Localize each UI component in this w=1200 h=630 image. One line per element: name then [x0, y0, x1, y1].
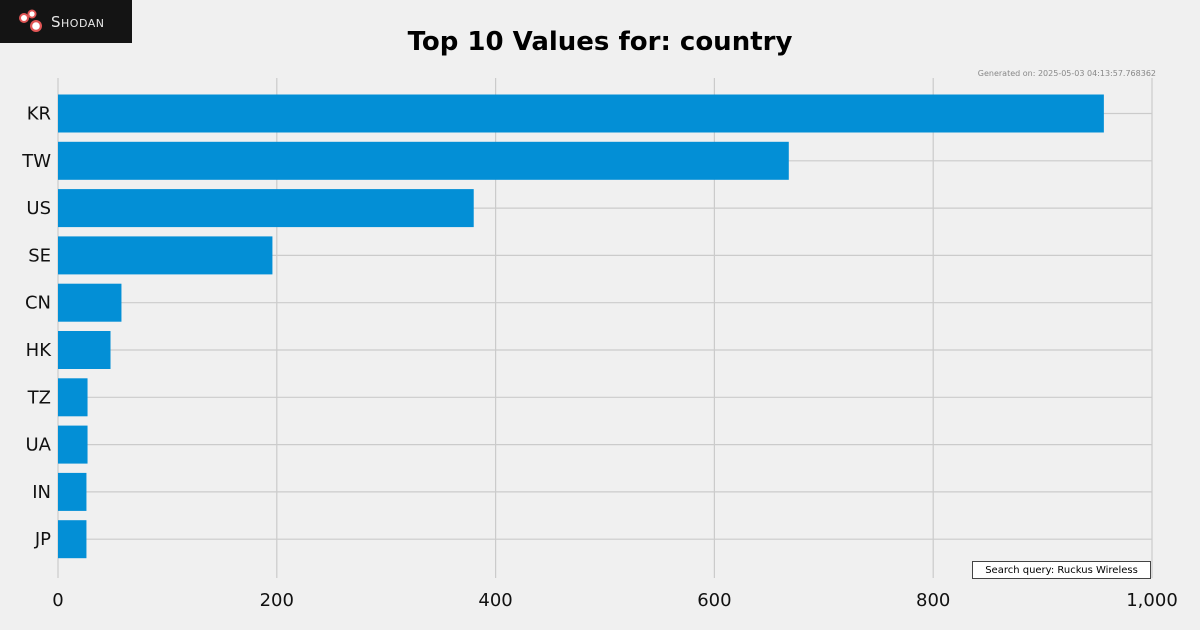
shodan-logo: Shodan — [0, 0, 132, 43]
y-tick-label: TW — [21, 151, 51, 172]
y-tick-label: JP — [34, 529, 51, 550]
y-tick-label: UA — [26, 435, 52, 456]
generated-timestamp: Generated on: 2025-05-03 04:13:57.768362 — [977, 69, 1156, 78]
y-tick-label: IN — [32, 482, 51, 503]
logo-text: Shodan — [51, 12, 105, 31]
bar-jp — [58, 520, 87, 559]
x-tick-label: 1,000 — [1126, 590, 1178, 611]
y-tick-label: KR — [27, 104, 51, 125]
chart-title: Top 10 Values for: country — [407, 27, 793, 57]
bar-se — [58, 236, 273, 275]
x-tick-label: 0 — [52, 590, 63, 611]
y-tick-label: US — [26, 198, 51, 219]
bar-tz — [58, 378, 88, 417]
bar-tw — [58, 141, 789, 180]
y-tick-label: TZ — [27, 387, 51, 408]
x-tick-label: 400 — [478, 590, 512, 611]
bar-hk — [58, 331, 111, 369]
y-tick-label: HK — [26, 340, 53, 361]
bar-in — [58, 472, 87, 511]
search-query-box: Search query: Ruckus Wireless — [972, 561, 1151, 579]
bar-cn — [58, 283, 122, 322]
shodan-logo-icon — [19, 9, 42, 32]
bar-us — [58, 189, 474, 228]
bar-kr — [58, 94, 1104, 133]
search-query-label: Search query: Ruckus Wireless — [985, 565, 1138, 576]
x-tick-label: 800 — [916, 590, 950, 611]
y-tick-label: CN — [25, 293, 51, 314]
x-tick-label: 600 — [697, 590, 731, 611]
y-tick-label: SE — [28, 245, 51, 266]
x-tick-label: 200 — [260, 590, 294, 611]
bar-ua — [58, 425, 88, 464]
